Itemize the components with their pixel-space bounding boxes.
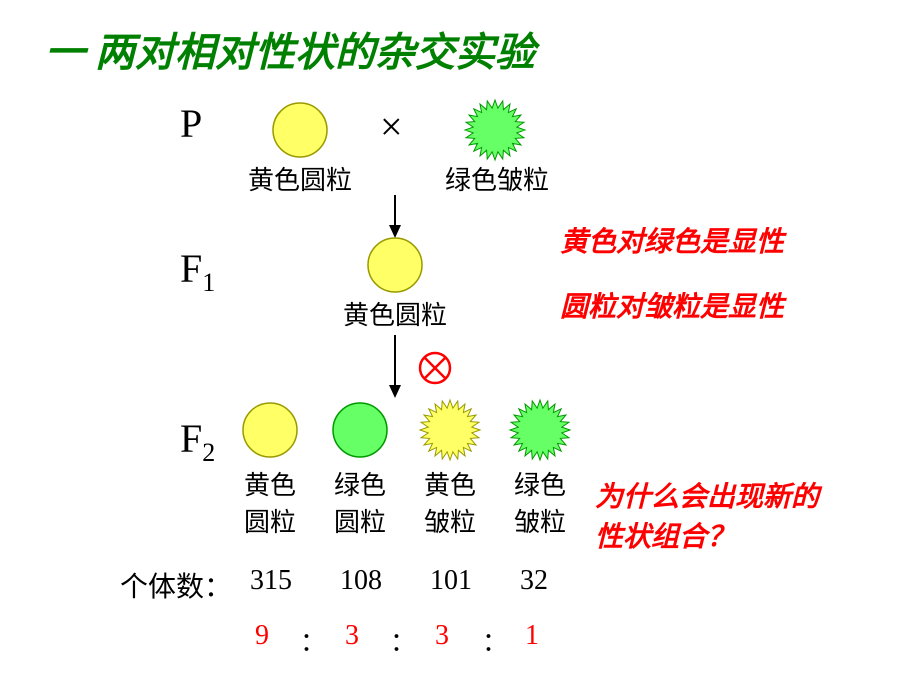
f2-gw-label: 绿色 皱粒	[514, 465, 566, 539]
note-question: 为什么会出现新的 性状组合？	[595, 475, 819, 555]
p-yellow-round-pea	[273, 103, 327, 157]
f2-letter: F	[180, 416, 202, 461]
ratio-colon-2: ：	[390, 622, 416, 659]
arrow-f1-to-f2	[385, 335, 405, 400]
f1-label: 黄色圆粒	[343, 295, 447, 332]
p-green-wrinkled-pea	[465, 100, 525, 160]
ratio-colon-3: ：	[482, 622, 508, 659]
self-cross-icon	[418, 351, 452, 385]
count-gw: 32	[520, 565, 548, 597]
f2-gy-label: 绿色 圆粒	[334, 465, 386, 539]
f1-yellow-round-pea	[368, 238, 422, 292]
note-dominance-1: 黄色对绿色是显性	[560, 220, 784, 260]
ratio-colon-1: ：	[300, 622, 326, 659]
f2-green-round-pea	[333, 403, 387, 457]
f1-sub: 1	[202, 268, 215, 297]
label-p: P	[180, 100, 202, 147]
note-dominance-2: 圆粒对皱粒是显性	[560, 285, 784, 325]
ratio-9: 9	[255, 620, 269, 652]
count-label: 个体数：	[120, 565, 232, 605]
f2-yellow-round-pea	[243, 403, 297, 457]
f2-yellow-wrinkled-pea	[420, 400, 480, 460]
f1-letter: F	[180, 246, 202, 291]
cross-symbol: ×	[380, 103, 403, 150]
p-green-wrinkled-label: 绿色皱粒	[445, 160, 549, 197]
arrow-p-to-f1	[385, 195, 405, 240]
page-title: 一 两对相对性状的杂交实验	[45, 20, 535, 78]
ratio-3a: 3	[345, 620, 359, 652]
label-f2: F2	[180, 415, 215, 468]
f2-yy-label: 黄色 圆粒	[244, 465, 296, 539]
count-yw: 101	[430, 565, 472, 597]
f2-sub: 2	[202, 438, 215, 467]
count-gy: 108	[340, 565, 382, 597]
count-yy: 315	[250, 565, 292, 597]
label-f1: F1	[180, 245, 215, 298]
ratio-1: 1	[525, 620, 539, 652]
ratio-3b: 3	[435, 620, 449, 652]
f2-green-wrinkled-pea	[510, 400, 570, 460]
p-yellow-round-label: 黄色圆粒	[248, 160, 352, 197]
f2-yw-label: 黄色 皱粒	[424, 465, 476, 539]
